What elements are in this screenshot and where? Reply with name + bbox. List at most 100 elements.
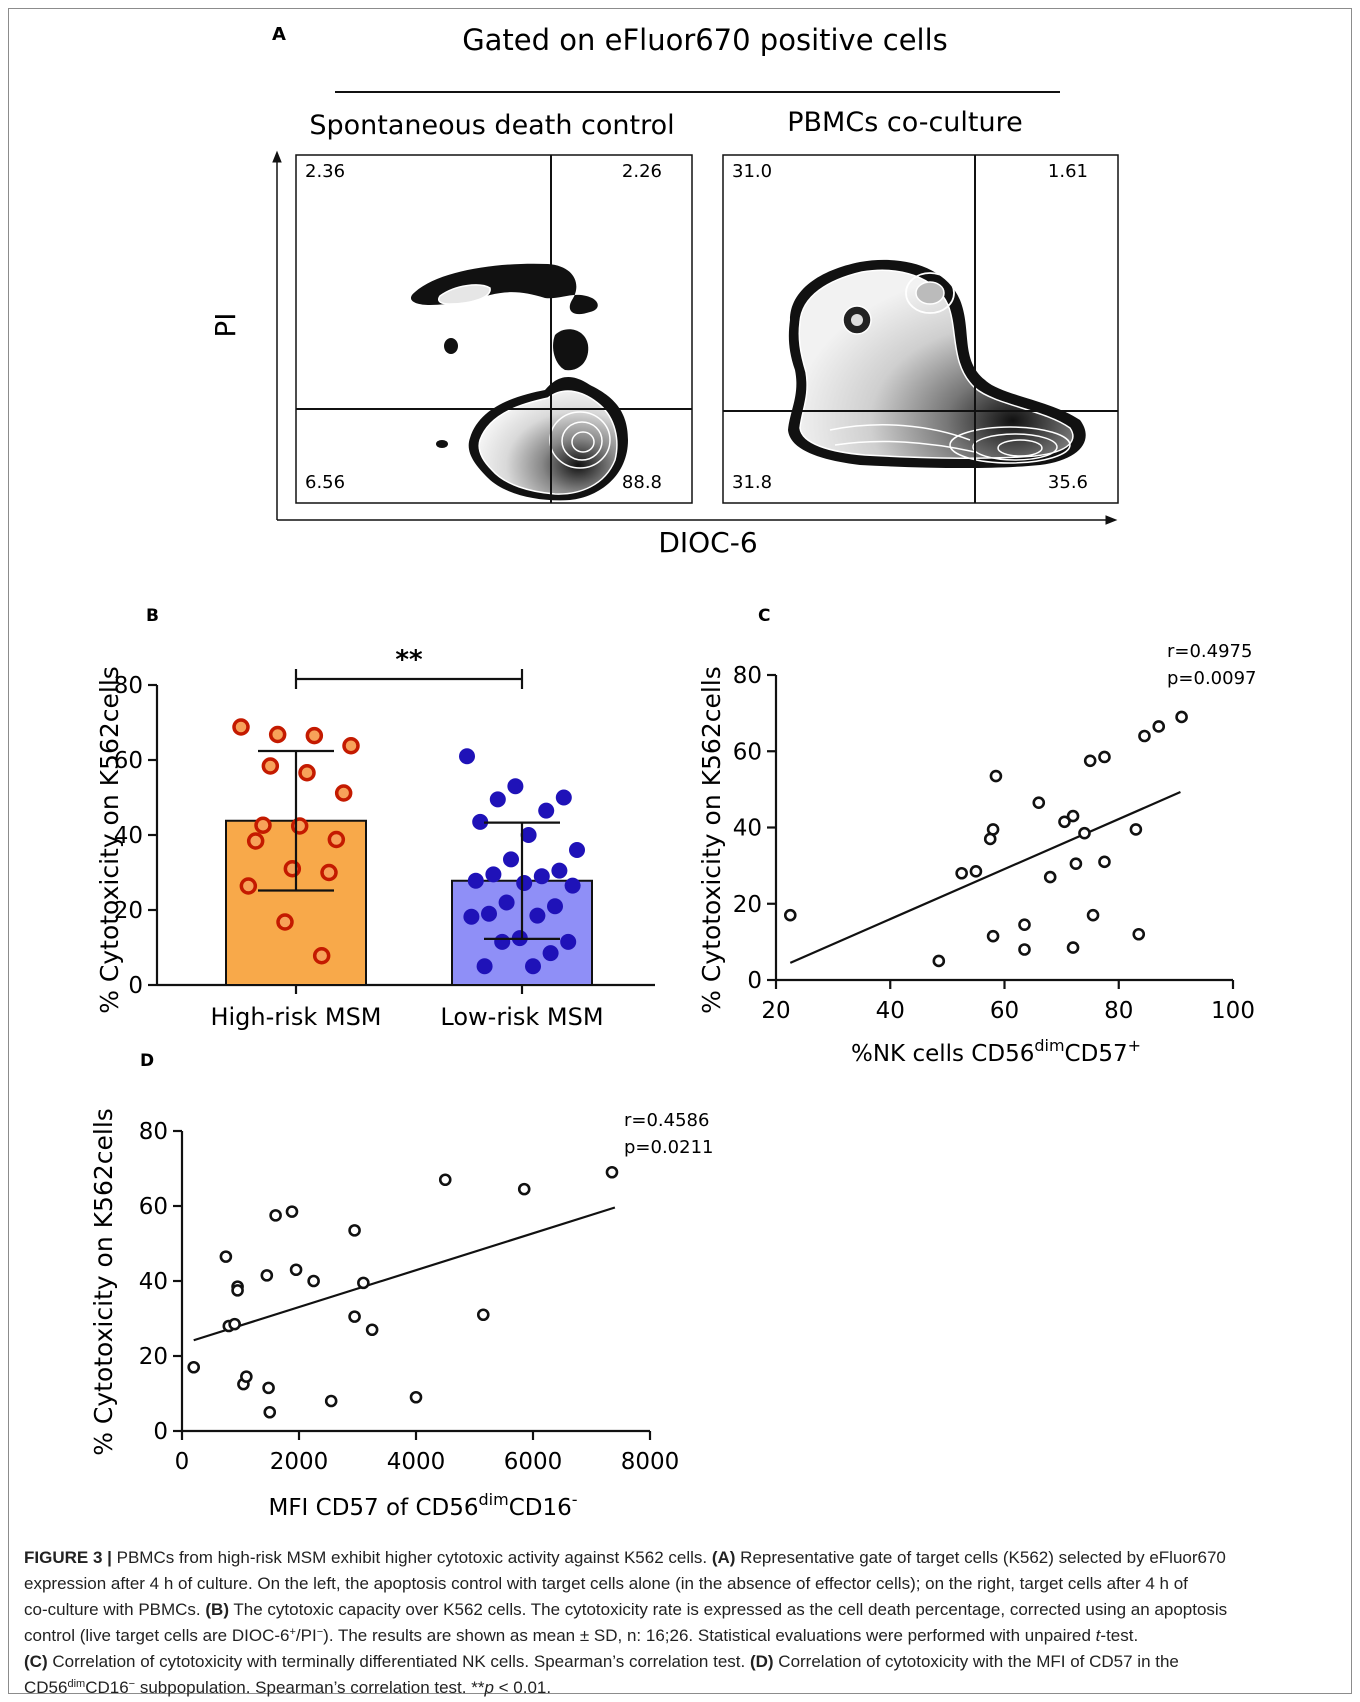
low-risk-point — [472, 813, 489, 830]
caption-fig-label: FIGURE 3 | — [24, 1548, 112, 1567]
panel-d-data-point — [240, 1370, 253, 1383]
panel-c-data-point — [1018, 943, 1031, 956]
caption-seg5: The cytotoxic capacity over K562 cells. … — [229, 1600, 1228, 1619]
panel-d-data-point — [269, 1209, 282, 1222]
y-axis-label: PI — [209, 312, 242, 337]
caption-line-5: (C) Correlation of cytotoxicity with ter… — [24, 1649, 1324, 1675]
panel-d-data-point — [348, 1310, 361, 1323]
panel-c-x-tick-label: 40 — [876, 998, 905, 1024]
panel-d-ylabel: % Cytotoxicity on K562cells — [89, 1108, 118, 1456]
high-risk-point — [268, 725, 287, 744]
panel-letter-d: D — [140, 1051, 154, 1071]
high-risk-point — [261, 757, 280, 775]
high-risk-point — [232, 718, 250, 736]
left-contour-3 — [571, 431, 595, 453]
caption-line-4: control (live target cells are DIOC-6+/P… — [24, 1623, 1324, 1649]
panel-b-y-tick-label: 80 — [114, 673, 143, 699]
panel-c-data-point — [986, 929, 1000, 943]
caption-line6a: CD56 — [24, 1678, 68, 1697]
panel-c-xlabel-sup2: + — [1128, 1036, 1141, 1055]
panel-d-data-point — [365, 1323, 379, 1337]
panel-d-p-value: p=0.0211 — [624, 1137, 714, 1158]
panel-d-data-point — [324, 1394, 338, 1408]
panel-c-y-tick-label: 80 — [733, 663, 762, 689]
panel-c-data-point — [1066, 809, 1080, 823]
low-risk-point — [525, 958, 541, 975]
right-q-lower-right: 35.6 — [1048, 472, 1088, 493]
panel-c-data-point — [1129, 823, 1143, 836]
left-q-lower-right: 88.8 — [622, 472, 662, 493]
left-mid-population — [553, 329, 589, 371]
panel-d-data-point — [263, 1405, 277, 1419]
panel-b-x-tick-label: High-risk MSM — [210, 1003, 381, 1031]
high-risk-point — [246, 832, 265, 850]
right-q-lower-left: 31.8 — [732, 472, 772, 493]
low-risk-point — [529, 907, 546, 924]
low-risk-point — [459, 748, 475, 765]
caption-line4d: − — [316, 1626, 324, 1638]
high-risk-point — [276, 913, 294, 931]
caption-line4f: t — [1095, 1626, 1101, 1645]
right-lower-contour-1 — [949, 426, 1071, 464]
figure-canvas: A Gated on eFluor670 positive cells Spon… — [89, 23, 1257, 1521]
left-density-plot: 2.36 2.26 6.56 88.8 — [295, 154, 693, 504]
low-risk-point — [481, 905, 497, 922]
high-risk-point — [283, 860, 302, 878]
panel-c-data-point — [1098, 750, 1111, 764]
panel-b-ylabel: % Cytotoxicity on K562cells — [95, 666, 124, 1014]
high-risk-point — [305, 726, 324, 745]
panel-d-data-point — [605, 1165, 619, 1179]
panel-d-data-point — [260, 1269, 274, 1282]
panel-c-data-point — [1138, 729, 1151, 743]
caption-line6f: p — [484, 1678, 494, 1697]
caption-line6b: dim — [67, 1678, 86, 1690]
left-q-lower-left: 6.56 — [305, 472, 345, 493]
low-risk-point — [555, 789, 572, 806]
panel-c-data-point — [1152, 720, 1166, 733]
panel-b-y-tick-label: 20 — [114, 898, 143, 924]
caption-line3-text: co-culture with PBMCs. — [24, 1600, 206, 1619]
panel-d-data-point — [289, 1263, 303, 1277]
panel-c-axes: 0 20 40 60 80 20 40 60 80 100 — [733, 663, 1255, 1024]
panel-d-axes: 0 20 40 60 80 0 2000 4000 6000 8000 — [139, 1119, 680, 1475]
panel-c-xlabel-main: %NK cells CD56 — [851, 1041, 1034, 1067]
panel-c-x-tick-label: 80 — [1104, 998, 1133, 1024]
panel-c-scatter: 0 20 40 60 80 20 40 60 80 100 % Cytotoxicity on K… — [697, 641, 1257, 1067]
right-lower-contour-3 — [997, 439, 1043, 457]
panel-d-data-point — [348, 1224, 361, 1237]
panel-c-xlabel-mid: CD57 — [1065, 1041, 1128, 1067]
low-risk-point — [467, 872, 484, 889]
panel-d-data-point — [409, 1390, 423, 1404]
figure-caption: FIGURE 3 | PBMCs from high-risk MSM exhi… — [24, 1545, 1324, 1701]
panel-c-points — [783, 710, 1188, 968]
panel-d-x-tick-label: 6000 — [504, 1449, 563, 1475]
low-risk-point — [463, 908, 480, 925]
low-risk-point — [507, 778, 524, 795]
left-plot-subtitle: Spontaneous death control — [309, 110, 674, 141]
panel-a-title: Gated on eFluor670 positive cells — [462, 23, 948, 57]
panel-c-data-point — [986, 823, 1000, 836]
low-risk-point — [476, 958, 493, 975]
panel-d-data-point — [219, 1250, 233, 1263]
panel-d-data-point — [357, 1276, 370, 1290]
panel-c-data-point — [1043, 870, 1057, 884]
panel-c-data-point — [1066, 941, 1080, 954]
panel-c-y-tick-label: 60 — [733, 739, 762, 765]
panel-c-data-point — [989, 769, 1003, 783]
panel-d-x-tick-label: 2000 — [270, 1449, 329, 1475]
caption-seg7: Correlation of cytotoxicity with termina… — [47, 1652, 750, 1671]
low-risk-point — [520, 827, 537, 843]
right-upper-contour-1 — [905, 272, 955, 314]
low-risk-point — [564, 877, 581, 894]
panel-d-fit-line — [193, 1206, 616, 1342]
low-risk-point — [569, 842, 585, 858]
high-risk-point — [254, 816, 272, 834]
caption-line4b: + — [289, 1626, 296, 1638]
panel-b-y-tick-label: 60 — [114, 748, 143, 774]
panel-c-y-tick-label: 20 — [733, 892, 762, 918]
left-contour-2 — [561, 421, 603, 461]
caption-seg2: (A) — [711, 1548, 736, 1567]
panel-c-data-point — [1132, 927, 1146, 941]
low-risk-point — [560, 933, 577, 950]
panel-d-y-tick-label: 40 — [139, 1269, 168, 1295]
